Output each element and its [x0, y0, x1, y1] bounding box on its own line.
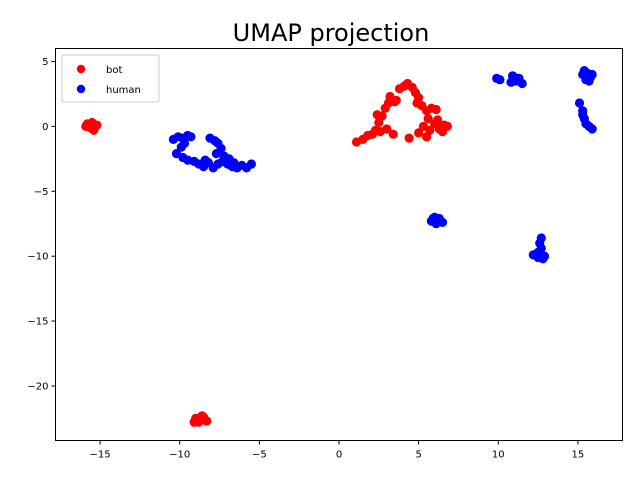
point-human-37: [428, 213, 438, 224]
points-layer: [81, 66, 597, 427]
point-bot-23: [372, 110, 382, 120]
point-bot-46: [422, 132, 432, 142]
x-tick-label: 0: [336, 450, 342, 461]
point-bot-13: [189, 417, 199, 427]
x-tick-label: −5: [252, 450, 267, 461]
point-human-4: [186, 132, 196, 142]
point-human-59: [587, 124, 597, 134]
point-human-47: [495, 75, 505, 85]
x-tick-label: −10: [169, 450, 190, 461]
point-bot-52: [412, 98, 422, 108]
point-bot-47: [404, 133, 414, 143]
y-tick-label: 0: [42, 122, 48, 133]
x-tick-label: −15: [90, 450, 111, 461]
point-bot-49: [388, 129, 398, 139]
legend-label-bot: bot: [106, 65, 122, 76]
legend-label-human: human: [106, 85, 141, 96]
point-human-52: [517, 78, 527, 89]
point-bot-48: [414, 128, 424, 138]
point-human-53: [509, 72, 519, 82]
point-bot-7: [92, 120, 102, 130]
point-human-60: [578, 110, 588, 120]
point-human-6: [176, 142, 186, 152]
point-human-28: [211, 149, 221, 159]
point-human-45: [539, 251, 550, 261]
point-bot-6: [84, 120, 94, 130]
point-bot-45: [437, 127, 448, 137]
point-human-31: [229, 158, 239, 168]
point-bot-38: [423, 114, 433, 124]
point-human-54: [574, 98, 585, 108]
point-bot-37: [431, 104, 441, 115]
point-human-23: [246, 159, 256, 169]
x-tick-label: 15: [572, 450, 585, 461]
y-axis: 5 0 −5 −10 −15 −20: [27, 57, 56, 392]
point-bot-51: [391, 95, 401, 105]
y-tick-label: 5: [42, 57, 48, 68]
point-bot-50: [382, 124, 392, 134]
point-bot-14: [197, 411, 207, 421]
x-tick-label: 5: [415, 450, 421, 461]
legend: bot human: [61, 54, 160, 103]
point-bot-53: [433, 115, 443, 125]
y-tick-label: −20: [27, 381, 48, 392]
y-tick-label: −15: [27, 317, 48, 328]
y-tick-label: −5: [34, 187, 49, 198]
y-tick-label: −10: [27, 252, 48, 263]
x-tick-label: 10: [492, 450, 505, 461]
point-human-66: [578, 69, 588, 80]
legend-marker-bot: [76, 64, 86, 74]
chart-title: UMAP projection: [233, 19, 430, 47]
point-human-14: [200, 155, 210, 165]
x-axis: −15 −10 −5 0 5 10 15: [90, 440, 585, 461]
legend-marker-human: [76, 84, 86, 94]
point-human-67: [584, 76, 594, 86]
legend-box: [61, 54, 160, 103]
